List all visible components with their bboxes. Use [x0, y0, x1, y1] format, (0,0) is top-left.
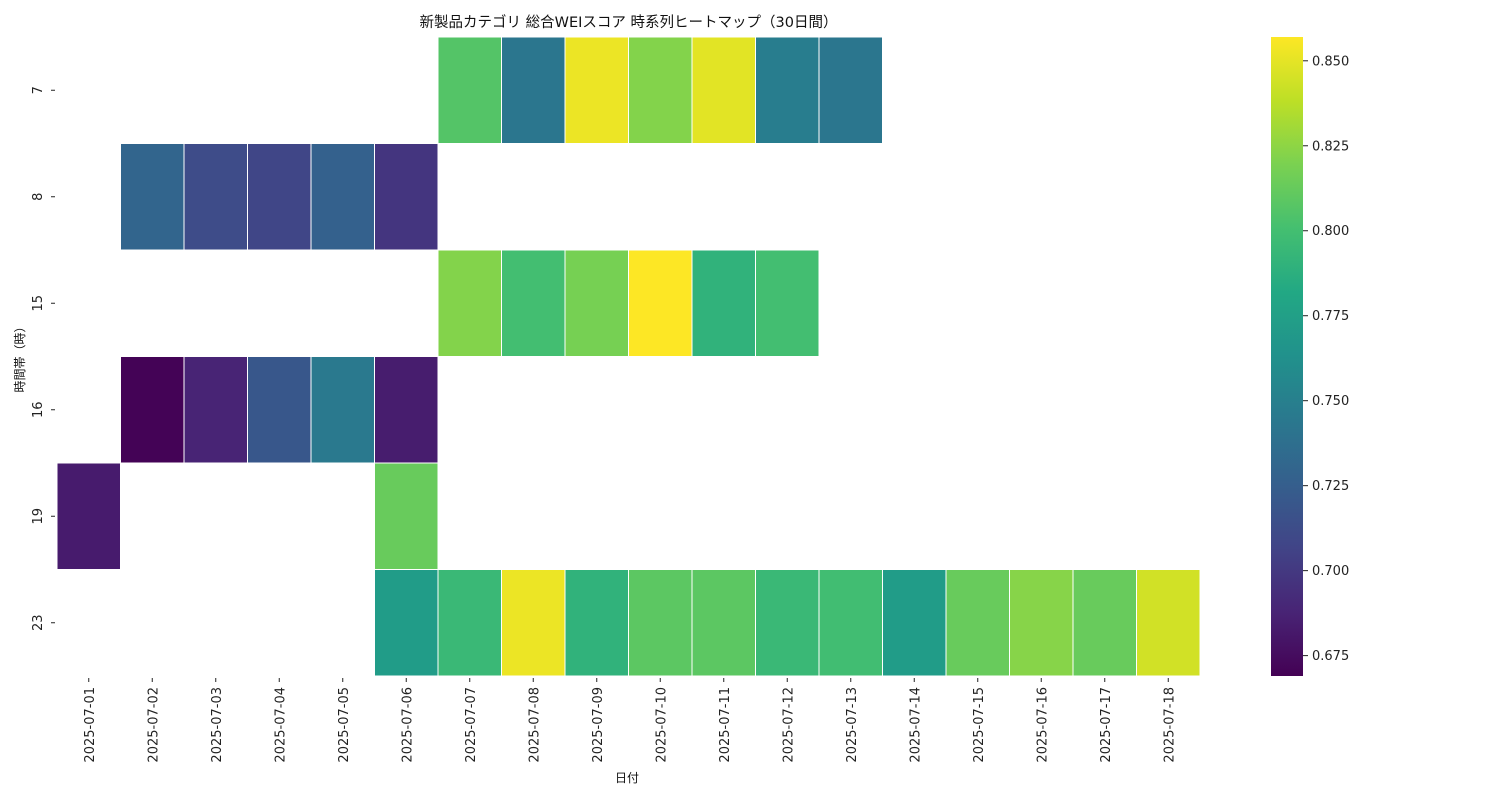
- heatmap-cell: [1009, 569, 1074, 677]
- heatmap-cell: [56, 462, 121, 570]
- colorbar-tick-label: 0.800: [1312, 224, 1349, 239]
- heatmap-cell: [755, 249, 820, 357]
- x-tick-label: 2025-07-01: [83, 687, 98, 763]
- colorbar-tick-label: 0.850: [1312, 54, 1349, 69]
- colorbar-tick-label: 0.775: [1312, 309, 1349, 324]
- heatmap-cell: [691, 249, 756, 357]
- x-tick-label: 2025-07-04: [273, 687, 288, 763]
- heatmap-cell: [691, 36, 756, 144]
- x-tick-label: 2025-07-03: [210, 687, 225, 763]
- y-axis: 7 8 15 16 19 23: [31, 86, 55, 631]
- heatmap-cell: [120, 356, 185, 464]
- x-tick-label: 2025-07-11: [718, 687, 733, 763]
- y-axis-label: 時間帯（時）: [13, 320, 27, 392]
- heatmap-cell: [437, 36, 502, 144]
- y-tick-label: 8: [31, 193, 46, 201]
- heatmap-cell: [120, 143, 185, 251]
- y-tick-label: 19: [31, 508, 46, 525]
- x-tick-label: 2025-07-06: [400, 687, 415, 763]
- heatmap-cell: [628, 249, 693, 357]
- x-tick-label: 2025-07-08: [527, 687, 542, 763]
- heatmap-cell: [374, 143, 439, 251]
- x-axis: 2025-07-01 2025-07-02 2025-07-03 2025-07-04…: [83, 678, 1177, 763]
- colorbar: [1271, 37, 1303, 676]
- x-tick-label: 2025-07-15: [972, 687, 987, 763]
- x-tick-label: 2025-07-14: [908, 687, 923, 763]
- colorbar-tick-label: 0.725: [1312, 479, 1349, 494]
- x-tick-label: 2025-07-05: [337, 687, 352, 763]
- heatmap-cell: [564, 249, 629, 357]
- heatmap-cell: [755, 36, 820, 144]
- heatmap-cell: [691, 569, 756, 677]
- heatmap-cell: [247, 356, 312, 464]
- x-tick-label: 2025-07-12: [781, 687, 796, 763]
- x-tick-label: 2025-07-02: [146, 687, 161, 763]
- x-tick-label: 2025-07-10: [654, 687, 669, 763]
- heatmap-cell: [437, 249, 502, 357]
- heatmap-cell: [818, 569, 883, 677]
- y-tick-label: 16: [31, 401, 46, 418]
- heatmap-cell: [564, 569, 629, 677]
- heatmap-cell: [501, 36, 566, 144]
- heatmap-cell: [374, 356, 439, 464]
- heatmap-cell: [501, 569, 566, 677]
- y-tick-label: 23: [31, 614, 46, 631]
- heatmap-cell: [437, 569, 502, 677]
- heatmap-cell: [564, 36, 629, 144]
- y-tick-label: 7: [31, 86, 46, 94]
- y-tick-label: 15: [31, 295, 46, 312]
- heatmap-cells: [56, 36, 1201, 677]
- heatmap-cell: [310, 143, 375, 251]
- chart-title: 新製品カテゴリ 総合WEIスコア 時系列ヒートマップ（30日間）: [420, 13, 838, 31]
- heatmap-cell: [183, 143, 248, 251]
- heatmap-cell: [628, 569, 693, 677]
- x-tick-label: 2025-07-13: [845, 687, 860, 763]
- colorbar-tick-label: 0.825: [1312, 139, 1349, 154]
- x-tick-label: 2025-07-17: [1099, 687, 1114, 763]
- colorbar-tick-label: 0.675: [1312, 649, 1349, 664]
- x-tick-label: 2025-07-09: [591, 687, 606, 763]
- heatmap-cell: [882, 569, 947, 677]
- x-tick-label: 2025-07-07: [464, 687, 479, 763]
- colorbar-tick-label: 0.750: [1312, 394, 1349, 409]
- heatmap-cell: [501, 249, 566, 357]
- heatmap-cell: [1072, 569, 1137, 677]
- x-tick-label: 2025-07-16: [1035, 687, 1050, 763]
- heatmap-cell: [183, 356, 248, 464]
- heatmap-cell: [628, 36, 693, 144]
- x-axis-label: 日付: [615, 771, 639, 785]
- heatmap-cell: [374, 569, 439, 677]
- colorbar-ticks: 0.675 0.700 0.725 0.750 0.775 0.800 0.825 0.850: [1303, 54, 1349, 664]
- heatmap-cell: [818, 36, 883, 144]
- heatmap-cell: [945, 569, 1010, 677]
- colorbar-tick-label: 0.700: [1312, 564, 1349, 579]
- heatmap-cell: [310, 356, 375, 464]
- heatmap-cell: [1136, 569, 1201, 677]
- x-tick-label: 2025-07-18: [1162, 687, 1177, 763]
- heatmap-cell: [374, 462, 439, 570]
- heatmap-cell: [755, 569, 820, 677]
- heatmap-cell: [247, 143, 312, 251]
